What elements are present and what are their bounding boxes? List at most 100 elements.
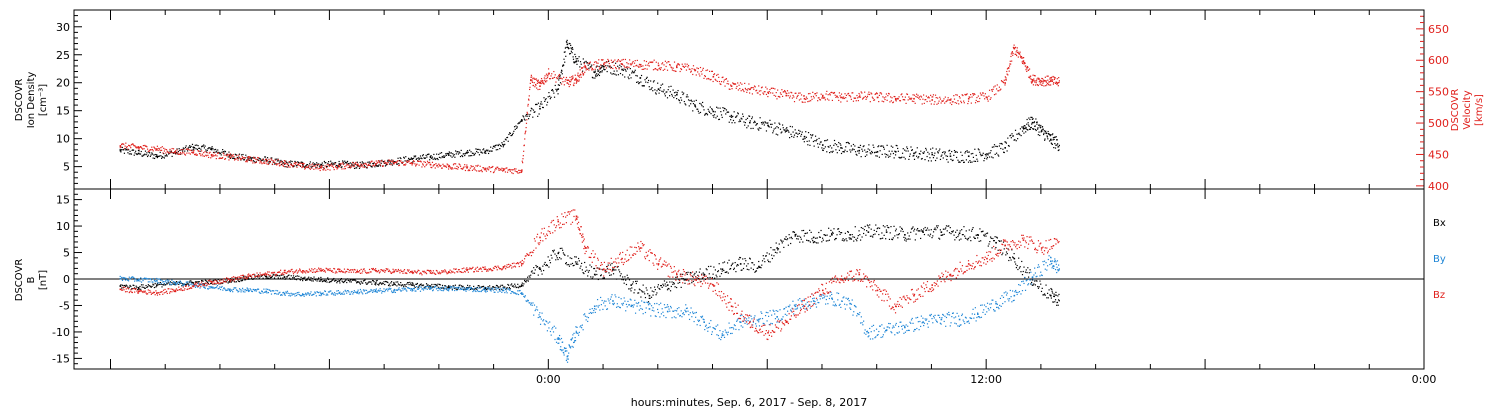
bx-dot [281,274,283,276]
velocity-dot [1057,82,1059,85]
velocity-dot [1042,79,1045,81]
velocity-dot [748,83,750,85]
density-dot-point [1050,138,1052,141]
velocity-dot [475,165,477,167]
velocity-dot [499,168,501,170]
density-dot [1054,142,1056,145]
bx-dot [207,281,209,283]
bx-dot [331,279,333,281]
bx-dot [406,282,409,284]
by-dot [253,288,255,291]
by-dot [419,286,421,288]
velocity-dot [824,97,826,99]
bx-dot [240,280,242,282]
density-dot [810,137,812,139]
velocity-dot [927,97,929,99]
velocity-dot [358,165,361,167]
velocity-dot [505,167,507,169]
bx-dot [124,284,126,287]
velocity-dot [660,67,662,69]
velocity-dot [422,163,424,165]
velocity-dot [709,79,711,81]
velocity-dot [671,67,673,69]
by-dot [425,285,428,288]
density-dot [745,118,747,121]
density-dot [694,104,696,106]
density-dot [742,115,744,118]
by-dot [166,279,168,281]
velocity-dot [1025,65,1027,67]
by-dot [254,290,256,292]
density-dot [699,111,702,114]
by-dot [321,294,323,296]
by-dot [216,284,219,287]
by-dot [318,292,320,294]
density-dot [802,138,804,140]
velocity-dot [531,81,534,83]
by-dot [409,289,412,291]
density-dot [376,165,378,168]
bx-dot [432,286,434,288]
velocity-dot [560,77,562,79]
bx-dot [530,274,532,276]
panel-top-frame [73,9,1425,190]
velocity-dot [673,61,676,63]
velocity-dot [466,164,468,166]
density-dot [765,122,767,124]
velocity-dot [336,168,338,170]
density-dot [306,164,308,166]
density-dot [826,139,829,141]
velocity-dot [821,96,824,98]
density-dot [803,141,805,143]
density-dot [688,105,690,107]
density-dot [673,96,675,99]
density-dot [584,61,586,63]
bx-dot [241,279,244,281]
velocity-dot [754,86,756,88]
velocity-dot [284,160,286,162]
density-dot [306,164,309,166]
density-dot [598,70,600,72]
bx-dot [729,267,732,270]
velocity-dot [778,95,780,98]
bx-dot [605,271,607,273]
density-dot [137,149,140,152]
velocity-dot [571,78,573,80]
bx-dot [270,276,272,279]
density-dot [1046,132,1048,135]
density-dot [687,96,689,98]
velocity-dot [522,162,524,164]
velocity-dot [408,160,410,162]
velocity-dot [770,92,772,94]
velocity-dot [217,152,220,154]
velocity-dot [888,93,890,95]
density-dot [128,153,130,155]
velocity-dot [887,95,889,97]
bx-dot-point [265,275,268,278]
velocity-dot [150,149,152,151]
velocity-dot [499,169,502,171]
bx-dot [439,284,441,286]
velocity-dot [639,66,641,68]
density-dot [530,110,532,112]
density-dot [210,148,212,150]
b-tick-label: -5 [59,299,70,312]
by-dot [249,288,251,290]
density-dot [523,116,525,118]
by-dot [217,288,219,290]
by-dot [429,286,431,288]
velocity-dot [1046,82,1049,84]
bx-dot [806,239,808,241]
velocity-dot [246,161,248,163]
velocity-dot [415,164,417,166]
density-dot [412,161,414,163]
bx-dot-point [666,284,669,286]
density-dot [476,150,478,153]
bx-dot [206,281,208,283]
velocity-dot [1005,79,1007,81]
density-dot [746,127,748,129]
velocity-dot [153,146,155,148]
bx-dot [558,251,560,253]
density-dot-point [539,107,541,110]
velocity-dot [619,60,621,62]
